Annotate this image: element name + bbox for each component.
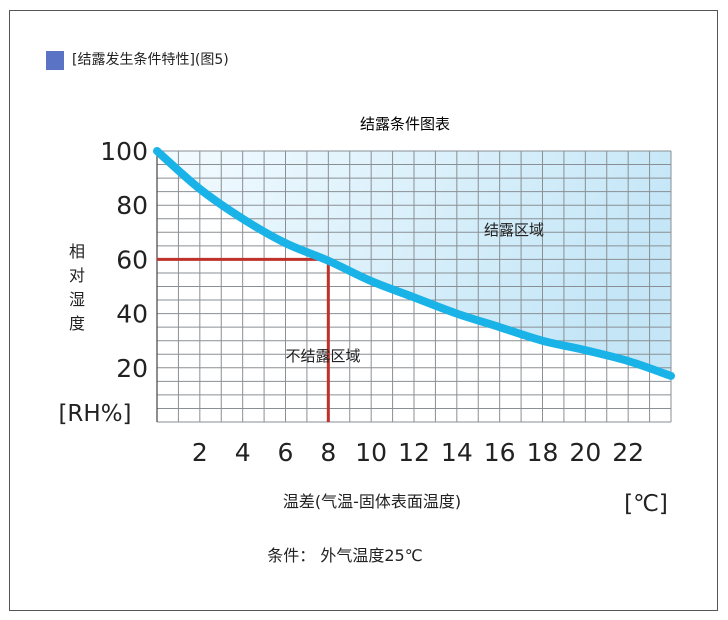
x-tick-label: 20	[569, 438, 601, 467]
condensation-curve	[153, 147, 675, 380]
x-axis-label: 温差(气温-固体表面温度)	[283, 492, 461, 511]
x-tick-label: 4	[235, 438, 251, 467]
legend-square	[46, 51, 64, 70]
x-axis-unit: [℃]	[624, 491, 668, 517]
no-condensation-region-label: 不结露区域	[285, 347, 360, 365]
y-axis-label-text: 相对湿度	[69, 242, 85, 333]
condition-note: 条件： 外气温度25℃	[267, 546, 422, 565]
condensation-region-label: 结露区域	[484, 221, 544, 239]
x-tick-label: 6	[278, 438, 294, 467]
x-tick-label: 16	[484, 438, 516, 467]
x-tick-label: 2	[192, 438, 208, 467]
y-axis-label: 相对湿度	[69, 242, 85, 333]
y-axis-unit: [RH%]	[58, 401, 131, 427]
y-tick-label: 100	[100, 137, 148, 166]
chart-title: 结露条件图表	[360, 115, 450, 133]
y-tick-label: 20	[116, 354, 148, 383]
x-tick-label: 22	[612, 438, 644, 467]
y-tick-label: 60	[116, 245, 148, 274]
x-tick-label: 14	[441, 438, 473, 467]
x-tick-label: 10	[355, 438, 387, 467]
x-tick-label: 18	[527, 438, 559, 467]
figure-frame	[9, 10, 718, 611]
x-tick-label: 8	[320, 438, 336, 467]
y-tick-label: 40	[116, 300, 148, 329]
x-tick-label: 12	[398, 438, 430, 467]
figure-heading: [结露发生条件特性](图5)	[72, 52, 229, 68]
y-tick-label: 80	[116, 191, 148, 220]
